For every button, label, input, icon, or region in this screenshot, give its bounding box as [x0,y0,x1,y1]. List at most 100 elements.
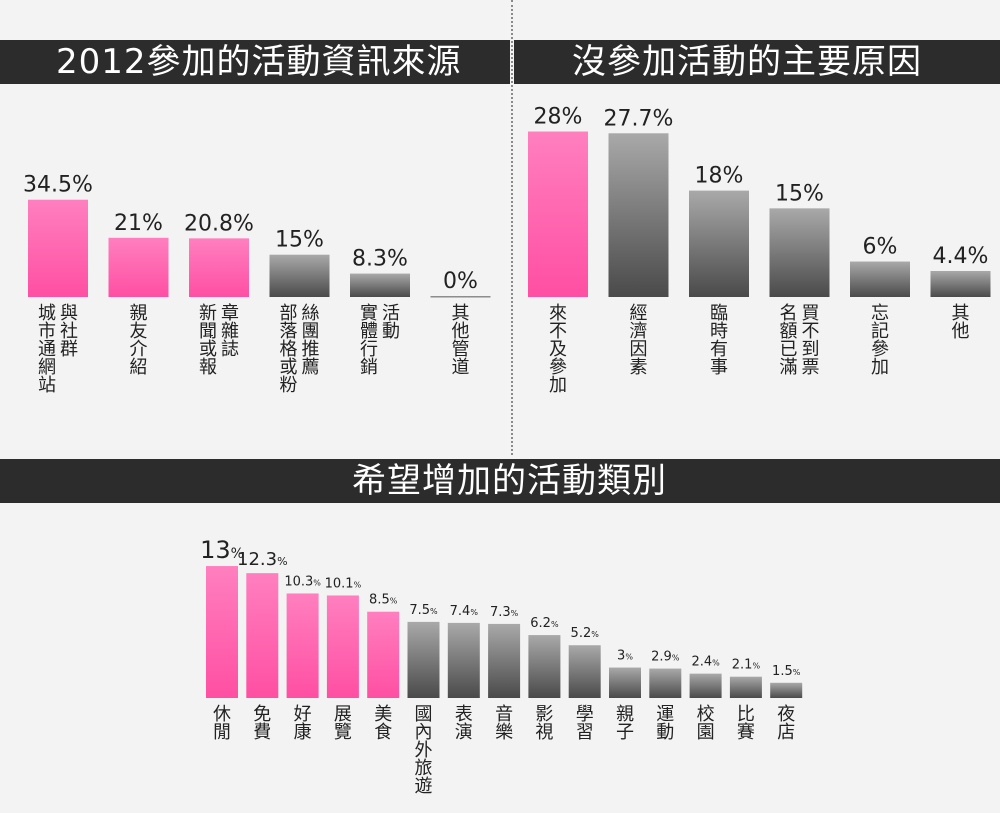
category-label-2-3-1-1: 臨 [710,303,728,324]
category-label-2-4-2-1: 名 [780,303,798,324]
category-label-3-3-1-1: 好 [294,704,312,725]
category-label-1-5-2-3: 行 [360,339,378,360]
category-label-1-5-2-4: 銷 [360,357,378,378]
category-label-1-2-1-3: 介 [130,339,148,360]
value-label-2-5: 6% [863,235,898,260]
category-label-2-3-1-2: 時 [710,321,728,342]
category-label-1-2-1-1: 親 [130,303,148,324]
category-label-2-1-1-5: 加 [549,375,567,396]
category-label-3-15-1-2: 店 [777,722,795,743]
category-label-1-1-1-3: 群 [60,339,78,360]
value-label-1-2: 21% [114,211,163,236]
bar-1-5 [350,273,410,297]
category-label-3-12-1-1: 運 [656,704,674,725]
value-label-2-2: 27.7% [604,106,674,131]
category-label-3-4-1-2: 覽 [334,722,352,743]
category-label-1-4-1-4: 薦 [302,357,320,378]
value-label-2-4: 15% [775,181,824,206]
category-label-1-4-2-5: 粉 [280,375,298,396]
category-label-2-2-1-2: 濟 [630,321,648,342]
category-label-1-4-1-3: 推 [302,339,320,360]
category-label-3-4-1-1: 展 [334,704,352,725]
value-label-3-12: 2.9% [651,650,680,665]
value-label-3-13: 2.4% [691,655,720,670]
category-label-1-1-2-5: 站 [38,375,56,396]
bar-2-3 [689,190,749,297]
bar-3-5 [367,611,400,698]
chart-title-info-sources: 2012參加的活動資訊來源 [56,42,462,82]
bar-1-3 [189,238,249,297]
value-label-3-8: 7.3% [490,605,519,620]
category-label-1-2-1-4: 紹 [130,357,148,378]
category-label-2-1-1-1: 來 [549,303,567,324]
category-label-3-13-1-2: 園 [697,722,715,743]
value-label-3-1: 13% [200,536,244,564]
category-label-2-1-1-3: 及 [549,339,567,360]
value-label-3-11: 3% [617,649,633,664]
category-label-3-9-1-1: 影 [535,704,553,725]
category-label-2-5-1-2: 記 [871,321,889,342]
value-label-1-6: 0% [443,269,478,294]
category-label-3-5-1-2: 食 [374,722,392,743]
category-label-1-1-2-2: 市 [38,321,56,342]
category-label-1-1-1-1: 與 [60,303,78,324]
category-label-3-10-1-1: 學 [576,704,594,725]
category-label-1-2-1-2: 友 [130,321,148,342]
value-label-1-5: 8.3% [352,247,408,272]
category-label-1-6-1-2: 他 [452,321,470,342]
value-label-3-2: 12.3% [237,549,288,570]
bar-3-1 [206,566,238,698]
category-label-1-3-2-1: 新 [199,303,217,324]
category-label-2-4-1-4: 票 [802,357,820,378]
category-label-1-6-1-4: 道 [452,357,470,378]
category-label-1-3-1-1: 章 [221,303,239,324]
category-label-1-1-1-2: 社 [60,321,78,342]
category-label-2-2-1-3: 因 [630,339,648,360]
category-label-1-4-2-3: 格 [280,339,298,360]
bar-3-3 [286,593,319,698]
category-label-3-9-1-2: 視 [535,722,553,743]
value-label-1-1: 34.5% [23,173,93,198]
value-label-3-7: 7.4% [450,604,479,619]
category-label-2-5-1-3: 參 [871,339,889,360]
category-label-2-3-1-4: 事 [710,357,728,378]
category-label-1-1-2-3: 通 [38,339,56,360]
category-label-3-3-1-2: 康 [294,722,312,743]
header-bar-reasons: 沒參加活動的主要原因 [514,40,1000,84]
bar-1-2 [108,237,169,297]
category-label-3-11-1-1: 親 [616,704,634,725]
value-label-1-3: 20.8% [184,211,254,236]
category-label-3-11-1-2: 子 [616,722,634,743]
bar-3-6 [407,621,440,698]
category-label-1-1-2-1: 城 [38,303,56,324]
category-label-3-1-1-1: 休 [213,704,231,725]
category-label-3-15-1-1: 夜 [777,704,795,725]
category-label-3-6-1-2: 內 [415,722,433,743]
header-bar-info-sources: 2012參加的活動資訊來源 [0,40,510,84]
header-bar-desired-categories: 希望增加的活動類別 [0,459,1000,503]
value-label-3-6: 7.5% [409,603,438,618]
value-label-2-6: 4.4% [933,244,989,269]
category-label-1-5-2-2: 體 [360,321,378,342]
category-label-3-8-1-1: 音 [495,704,513,725]
category-label-1-5-2-1: 實 [360,303,378,324]
category-label-1-3-2-3: 或 [199,339,217,360]
category-label-3-2-1-1: 免 [253,704,271,725]
value-label-3-3: 10.3% [284,574,321,589]
category-label-2-6-1-1: 其 [952,303,970,324]
bar-3-8 [488,623,521,698]
category-label-3-6-1-3: 外 [415,740,433,761]
bar-3-9 [528,635,561,698]
category-label-3-6-1-5: 遊 [415,776,433,797]
category-label-2-4-2-3: 已 [780,339,798,360]
category-label-1-3-2-2: 聞 [199,321,217,342]
bar-3-15 [770,682,803,698]
category-label-1-3-1-2: 雜 [221,321,239,342]
category-label-3-13-1-1: 校 [697,704,715,725]
bar-1-1 [28,199,88,297]
bar-3-11 [609,667,641,698]
chart-title-reasons: 沒參加活動的主要原因 [572,42,922,82]
category-label-2-2-1-1: 經 [630,303,648,324]
value-label-3-14: 2.1% [732,658,761,673]
